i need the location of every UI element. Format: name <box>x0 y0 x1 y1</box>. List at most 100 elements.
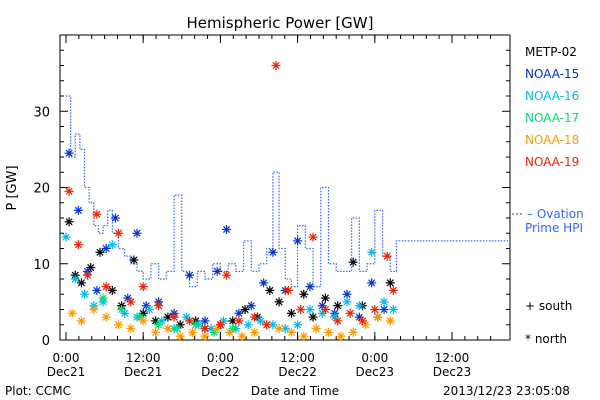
data-point-noaa-17 <box>191 320 201 330</box>
y-axis-ticks: 0 10 20 30 <box>33 49 510 349</box>
data-point-noaa-18 <box>373 312 383 322</box>
data-point-noaa-18 <box>286 327 296 337</box>
x-tick-time-label: 12:00 <box>126 351 161 365</box>
data-point-noaa-16 <box>305 305 315 314</box>
x-tick-time-label: 0:00 <box>361 351 388 365</box>
legend-south-label: + south <box>525 299 572 313</box>
data-point-noaa-19 <box>249 312 259 322</box>
data-point-metp-02 <box>308 312 318 322</box>
data-point-noaa-19 <box>320 305 330 314</box>
data-point-noaa-18 <box>163 324 173 334</box>
x-tick-date-label: Dec22 <box>278 365 317 379</box>
legend-ovation-label-2: Prime HPI <box>525 221 583 235</box>
data-point-noaa-16 <box>80 289 90 299</box>
data-point-noaa-19 <box>222 270 232 280</box>
data-point-noaa-15 <box>64 148 74 158</box>
data-point-noaa-19 <box>83 270 93 280</box>
data-point-noaa-16 <box>70 274 80 284</box>
data-point-noaa-19 <box>154 301 164 311</box>
x-tick-time-label: 12:00 <box>435 351 470 365</box>
data-point-noaa-18 <box>101 312 111 322</box>
data-point-noaa-16 <box>243 320 253 330</box>
legend-item-metp-02: METP-02 <box>525 45 577 59</box>
data-point-noaa-19 <box>64 186 74 196</box>
data-point-noaa-15 <box>367 278 377 288</box>
data-point-noaa-19 <box>169 312 179 322</box>
data-point-metp-02 <box>76 278 86 288</box>
data-point-noaa-15 <box>268 247 278 257</box>
data-point-noaa-15 <box>379 305 389 314</box>
y-tick-label: 0 <box>42 334 50 349</box>
x-tick-date-label: Dec21 <box>124 365 163 379</box>
data-point-noaa-18 <box>274 324 284 334</box>
data-point-noaa-19 <box>92 209 102 219</box>
data-point-noaa-18 <box>175 331 185 341</box>
data-point-noaa-19 <box>333 316 343 326</box>
data-point-noaa-19 <box>101 282 111 292</box>
data-point-noaa-15 <box>92 285 102 295</box>
x-tick-date-label: Dec23 <box>433 365 472 379</box>
data-point-metp-02 <box>95 247 105 257</box>
data-point-noaa-18 <box>126 324 136 334</box>
data-point-noaa-15 <box>212 266 222 276</box>
data-point-noaa-18 <box>200 331 210 341</box>
x-tick-date-label: Dec23 <box>356 365 395 379</box>
data-point-noaa-15 <box>234 308 244 318</box>
data-point-noaa-19 <box>185 316 195 326</box>
data-point-noaa-19 <box>357 316 367 326</box>
x-tick-time-label: 12:00 <box>280 351 315 365</box>
data-point-noaa-15 <box>259 278 269 288</box>
y-tick-label: 30 <box>33 105 50 120</box>
data-point-noaa-19 <box>200 324 210 334</box>
data-point-metp-02 <box>385 278 395 288</box>
x-axis-label: Date and Time <box>251 384 339 398</box>
data-point-noaa-18 <box>188 327 198 337</box>
data-point-metp-02 <box>107 285 117 295</box>
data-point-noaa-17 <box>117 305 127 314</box>
data-point-noaa-19 <box>345 308 355 318</box>
data-point-noaa-18 <box>225 327 235 337</box>
data-point-metp-02 <box>286 308 296 318</box>
x-axis-ticks: 0:00Dec2112:00Dec210:00Dec2212:00Dec220:… <box>47 35 492 379</box>
ovation-line-layer <box>66 95 508 288</box>
legend-item-noaa-17: NOAA-17 <box>525 111 579 125</box>
legend: METP-02 NOAA-15 NOAA-16 NOAA-17 NOAA-18 NOAA-… <box>512 45 584 346</box>
data-point-noaa-17 <box>172 324 182 334</box>
data-point-noaa-15 <box>342 289 352 299</box>
x-tick-time-label: 0:00 <box>207 351 234 365</box>
data-point-noaa-17 <box>154 320 164 330</box>
data-point-noaa-18 <box>76 316 86 326</box>
data-point-noaa-18 <box>113 320 123 330</box>
ovation-hpi-line <box>66 95 508 288</box>
data-point-noaa-16 <box>367 247 377 257</box>
x-tick-time-label: 0:00 <box>53 351 80 365</box>
legend-item-noaa-16: NOAA-16 <box>525 89 579 103</box>
data-point-noaa-16 <box>144 305 154 314</box>
y-tick-label: 20 <box>33 182 50 197</box>
y-tick-label: 10 <box>33 258 50 273</box>
x-tick-date-label: Dec22 <box>201 365 240 379</box>
data-point-noaa-15 <box>246 301 256 311</box>
data-point-noaa-19 <box>73 240 83 250</box>
data-point-noaa-18 <box>249 327 259 337</box>
data-point-noaa-16 <box>61 232 71 242</box>
data-point-noaa-15 <box>73 205 83 215</box>
y-axis-label: P [GW] <box>5 165 20 210</box>
data-point-metp-02 <box>299 289 309 299</box>
data-point-noaa-16 <box>388 305 398 314</box>
data-point-noaa-19 <box>308 232 318 242</box>
data-point-noaa-19 <box>215 320 225 330</box>
data-point-noaa-15 <box>185 270 195 280</box>
data-point-noaa-18 <box>138 316 148 326</box>
data-point-noaa-16 <box>256 316 266 326</box>
data-point-noaa-19 <box>113 228 123 238</box>
data-point-metp-02 <box>348 257 358 267</box>
data-point-noaa-19 <box>296 305 306 314</box>
legend-north-label: * north <box>525 332 567 346</box>
data-point-metp-02 <box>274 297 284 307</box>
data-point-noaa-18 <box>336 331 346 341</box>
data-point-noaa-16 <box>293 320 303 330</box>
plot-timestamp: 2013/12/23 23:05:08 <box>443 384 570 398</box>
data-point-noaa-15 <box>110 213 120 223</box>
